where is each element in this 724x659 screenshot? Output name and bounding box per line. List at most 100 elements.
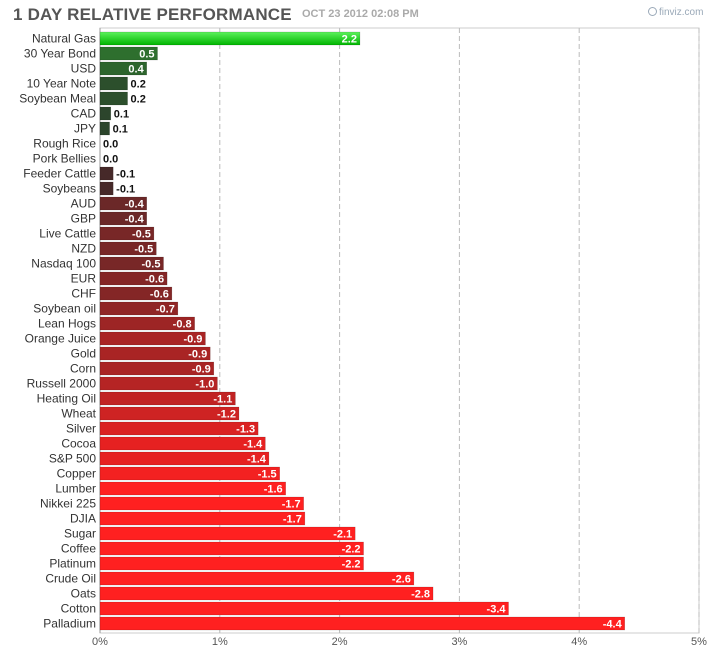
bar [99,466,280,481]
value-label: -0.5 [132,229,151,241]
category-label: Feeder Cattle [23,167,96,181]
value-label: -1.4 [247,454,267,466]
bar [99,76,128,91]
brand-label: finviz.com [659,7,704,18]
value-label: -2.2 [342,544,361,556]
bar [99,271,168,286]
bar [99,106,112,121]
category-label: S&P 500 [49,452,96,466]
category-label: AUD [71,197,97,211]
x-tick-label: 4% [571,636,587,648]
category-label: Crude Oil [45,572,96,586]
bar [99,211,147,226]
bar [99,286,173,301]
bar [99,166,114,181]
category-label: Sugar [64,527,96,541]
value-label: 0.1 [114,109,129,121]
bar [99,436,266,451]
bar [99,451,270,466]
chart-date: OCT 23 2012 02:08 PM [302,8,419,20]
category-label: Corn [70,362,96,376]
x-tick-label: 5% [691,636,707,648]
bar [99,61,147,76]
bar [99,391,236,406]
value-label: -2.8 [411,589,430,601]
value-label: 0.4 [128,64,144,76]
bar [99,496,304,511]
bar [99,256,164,271]
value-label: -0.7 [156,304,175,316]
bar [99,31,361,46]
category-label: Coffee [61,542,96,556]
value-label: -0.5 [134,244,153,256]
bar [99,421,259,436]
category-label: 10 Year Note [27,77,97,91]
category-label: Natural Gas [32,32,96,46]
brand-link[interactable]: finviz.com [648,7,703,18]
category-label: Pork Bellies [33,152,96,166]
bar [99,196,147,211]
value-label: 0.5 [139,49,154,61]
value-label: 0.0 [103,154,118,166]
category-label: Palladium [43,617,96,631]
category-label: 30 Year Bond [24,47,96,61]
bar [99,526,356,541]
bar [99,316,195,331]
value-label: -0.9 [188,349,207,361]
category-label: Lumber [55,482,96,496]
bar [99,541,364,556]
bar [99,346,211,361]
x-tick-label: 1% [212,636,228,648]
category-label: Orange Juice [25,332,97,346]
x-tick-label: 3% [451,636,467,648]
bar [99,226,155,241]
category-label: Gold [71,347,96,361]
value-label: -0.1 [116,169,135,181]
value-label: -1.5 [258,469,277,481]
value-label: -0.4 [125,199,145,211]
value-label: 0.2 [131,79,146,91]
value-label: -0.1 [116,184,135,196]
bar [99,181,114,196]
category-label: CAD [71,107,97,121]
value-label: -4.4 [603,619,623,631]
category-label: EUR [71,272,97,286]
globe-icon [648,7,657,16]
value-label: 0.0 [103,139,118,151]
category-label: Soybean oil [33,302,96,316]
bar [99,481,286,496]
bar [99,301,179,316]
value-label: -1.7 [283,514,302,526]
value-label: -0.6 [145,274,164,286]
x-tick-label: 2% [332,636,348,648]
bar [99,331,206,346]
category-label: Cotton [61,602,96,616]
category-label: Wheat [61,407,96,421]
bar [99,241,157,256]
bar [99,361,215,376]
category-label: Live Cattle [39,227,96,241]
value-label: -1.6 [264,484,283,496]
value-label: 0.1 [113,124,128,136]
category-label: Cocoa [61,437,96,451]
value-label: -1.7 [282,499,301,511]
category-label: Soybean Meal [19,92,96,106]
bar [99,376,218,391]
category-label: NZD [71,242,96,256]
category-label: GBP [71,212,96,226]
category-label: Russell 2000 [27,377,97,391]
value-label: -2.2 [342,559,361,571]
value-label: -0.5 [142,259,161,271]
value-label: -0.9 [183,334,202,346]
bar [99,511,306,526]
bar [99,121,110,136]
bar [99,556,364,571]
x-tick-label: 0% [92,636,108,648]
category-label: Lean Hogs [38,317,96,331]
value-label: -3.4 [487,604,507,616]
bar [99,91,128,106]
value-label: -0.4 [125,214,145,226]
category-label: DJIA [70,512,96,526]
bar [99,406,240,421]
category-label: Platinum [49,557,96,571]
